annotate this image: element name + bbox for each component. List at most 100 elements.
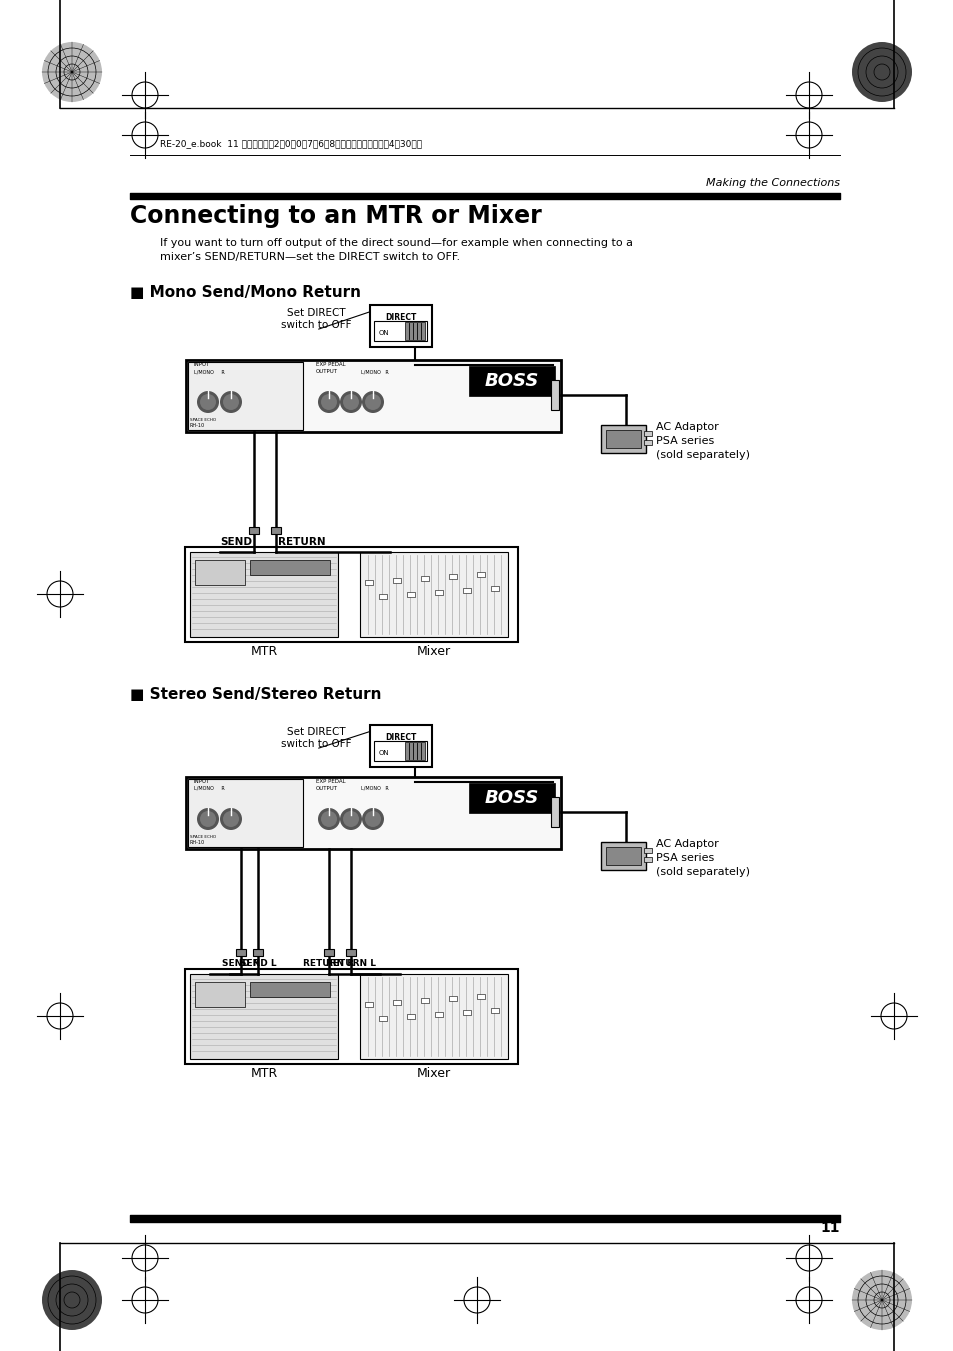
Bar bbox=[188, 362, 303, 430]
Text: DIRECT: DIRECT bbox=[385, 313, 416, 322]
Circle shape bbox=[320, 811, 336, 827]
Bar bbox=[185, 969, 517, 1065]
Text: switch to OFF: switch to OFF bbox=[280, 320, 351, 330]
Text: Set DIRECT: Set DIRECT bbox=[287, 727, 345, 738]
Bar bbox=[324, 948, 334, 957]
Bar bbox=[449, 996, 456, 1001]
Circle shape bbox=[851, 1270, 911, 1329]
Text: L/MONO   R: L/MONO R bbox=[360, 786, 388, 790]
Circle shape bbox=[220, 808, 242, 830]
Text: L/MONO   R: L/MONO R bbox=[360, 369, 388, 374]
Text: Mixer: Mixer bbox=[416, 644, 451, 658]
Bar bbox=[250, 982, 330, 997]
Bar bbox=[359, 974, 507, 1059]
Text: AC Adaptor
PSA series
(sold separately): AC Adaptor PSA series (sold separately) bbox=[656, 422, 749, 459]
Bar bbox=[365, 580, 373, 585]
Text: ■ Stereo Send/Stereo Return: ■ Stereo Send/Stereo Return bbox=[130, 688, 381, 703]
Bar bbox=[462, 1011, 471, 1015]
Bar bbox=[249, 527, 258, 534]
Text: OUTPUT: OUTPUT bbox=[315, 786, 337, 790]
Bar bbox=[420, 576, 429, 581]
Circle shape bbox=[196, 808, 219, 830]
Text: EXP PEDAL: EXP PEDAL bbox=[315, 780, 345, 784]
Text: MTR: MTR bbox=[250, 1067, 277, 1079]
Bar bbox=[346, 948, 355, 957]
Bar bbox=[365, 1002, 373, 1006]
Text: RETURN: RETURN bbox=[277, 536, 325, 547]
Bar bbox=[551, 797, 558, 827]
Text: RH-10: RH-10 bbox=[190, 840, 205, 844]
Bar bbox=[491, 586, 498, 590]
Text: If you want to turn off output of the direct sound—for example when connecting t: If you want to turn off output of the di… bbox=[160, 238, 633, 262]
Text: ■ Mono Send/Mono Return: ■ Mono Send/Mono Return bbox=[130, 285, 360, 300]
Circle shape bbox=[343, 811, 358, 827]
Bar bbox=[194, 982, 245, 1006]
Circle shape bbox=[42, 1270, 102, 1329]
Bar bbox=[469, 366, 555, 396]
Text: AC Adaptor
PSA series
(sold separately): AC Adaptor PSA series (sold separately) bbox=[656, 839, 749, 877]
Bar bbox=[186, 777, 560, 848]
Circle shape bbox=[196, 390, 219, 413]
Bar bbox=[407, 1015, 415, 1019]
Text: OFF: OFF bbox=[411, 330, 424, 336]
Circle shape bbox=[317, 808, 339, 830]
Bar bbox=[405, 322, 424, 340]
Text: RETURN L: RETURN L bbox=[326, 959, 375, 969]
Text: L/MONO     R: L/MONO R bbox=[193, 786, 225, 790]
Bar bbox=[374, 322, 427, 340]
Bar bbox=[190, 974, 337, 1059]
Text: switch to OFF: switch to OFF bbox=[280, 739, 351, 748]
Bar bbox=[370, 725, 432, 767]
Text: SEND R: SEND R bbox=[222, 959, 259, 969]
Text: Connecting to an MTR or Mixer: Connecting to an MTR or Mixer bbox=[130, 204, 541, 228]
Bar bbox=[600, 842, 645, 870]
Circle shape bbox=[851, 42, 911, 101]
Text: Set DIRECT: Set DIRECT bbox=[287, 308, 345, 317]
Bar bbox=[643, 431, 651, 436]
Circle shape bbox=[200, 811, 215, 827]
Circle shape bbox=[339, 390, 361, 413]
Circle shape bbox=[343, 394, 358, 409]
Bar bbox=[605, 430, 640, 449]
Bar bbox=[271, 527, 281, 534]
Bar bbox=[359, 553, 507, 638]
Circle shape bbox=[200, 394, 215, 409]
Bar bbox=[378, 594, 387, 598]
Bar bbox=[643, 848, 651, 852]
Text: SPACE ECHO: SPACE ECHO bbox=[190, 417, 216, 422]
Bar bbox=[643, 440, 651, 444]
Bar bbox=[185, 547, 517, 642]
Text: EXP PEDAL: EXP PEDAL bbox=[315, 362, 345, 367]
Circle shape bbox=[223, 394, 239, 409]
Bar bbox=[420, 998, 429, 1002]
Bar bbox=[253, 948, 263, 957]
Text: L/MONO     R: L/MONO R bbox=[193, 369, 225, 374]
Bar bbox=[393, 578, 400, 584]
Bar bbox=[250, 561, 330, 576]
Bar bbox=[551, 380, 558, 409]
Circle shape bbox=[361, 390, 384, 413]
Text: OFF: OFF bbox=[411, 750, 424, 757]
Text: RH-10: RH-10 bbox=[190, 423, 205, 428]
Circle shape bbox=[365, 811, 380, 827]
Circle shape bbox=[223, 811, 239, 827]
Text: DIRECT: DIRECT bbox=[385, 734, 416, 742]
Text: OUTPUT: OUTPUT bbox=[315, 369, 337, 374]
Circle shape bbox=[220, 390, 242, 413]
Text: SEND: SEND bbox=[220, 536, 252, 547]
Text: 11: 11 bbox=[820, 1221, 840, 1235]
Bar bbox=[393, 1000, 400, 1005]
Bar bbox=[476, 994, 484, 998]
Bar bbox=[491, 1008, 498, 1013]
Text: INPUT: INPUT bbox=[193, 362, 210, 367]
Bar bbox=[186, 359, 560, 432]
Circle shape bbox=[361, 808, 384, 830]
Bar bbox=[449, 574, 456, 580]
Bar bbox=[600, 426, 645, 453]
Circle shape bbox=[320, 394, 336, 409]
Bar bbox=[462, 588, 471, 593]
Text: SEND L: SEND L bbox=[239, 959, 276, 969]
Bar bbox=[407, 592, 415, 597]
Bar bbox=[435, 1012, 442, 1017]
Bar bbox=[378, 1016, 387, 1021]
